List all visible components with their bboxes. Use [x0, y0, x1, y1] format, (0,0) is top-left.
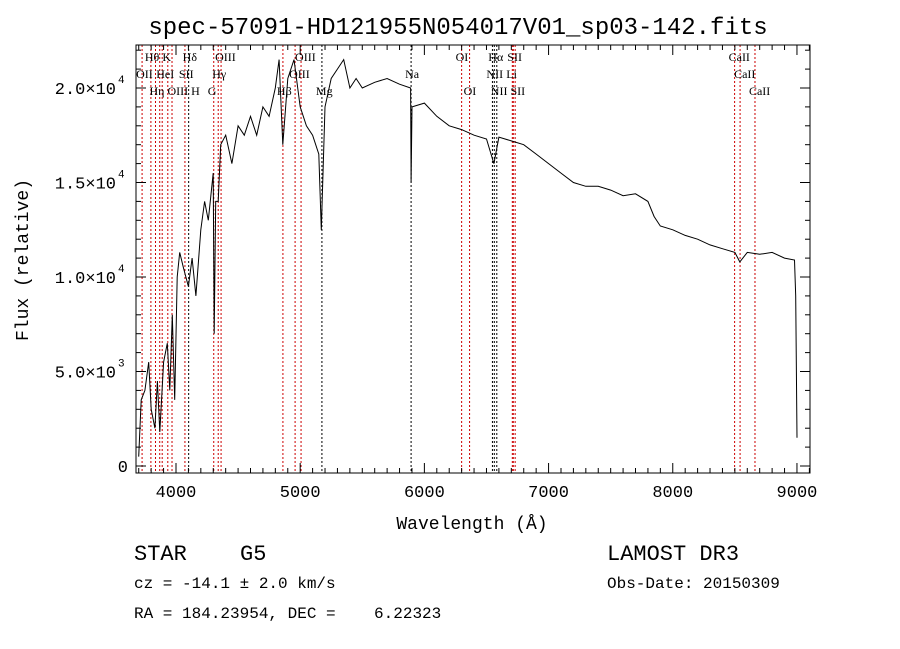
- y-tick-label: 1.0×10: [55, 270, 116, 289]
- y-tick-label: 5.0×10: [55, 365, 116, 384]
- object-subclass: G5: [240, 542, 266, 567]
- x-tick-label: 8000: [652, 484, 693, 503]
- line-marker-label: NII: [486, 67, 503, 81]
- line-marker-label: OIII: [295, 50, 316, 64]
- x-tick-label: 7000: [528, 484, 569, 503]
- line-marker-label: Mg: [316, 84, 333, 98]
- radec-text: RA = 184.23954, DEC = 6.22323: [134, 605, 441, 623]
- line-marker-label: SII: [507, 50, 522, 64]
- line-marker-label: H: [191, 84, 200, 98]
- y-tick-label: 1.5×10: [55, 176, 116, 195]
- object-class: STAR: [134, 542, 187, 567]
- spectrum-line: [138, 58, 798, 457]
- x-tick-label: 5000: [280, 484, 321, 503]
- redshift-text: cz = -14.1 ± 2.0 km/s: [134, 575, 336, 593]
- line-marker-label: OII: [136, 67, 153, 81]
- line-marker-label: Hθ: [145, 50, 160, 64]
- x-tick-label: 4000: [156, 484, 197, 503]
- line-marker-label: OIII: [215, 50, 236, 64]
- line-marker-label: G: [208, 84, 217, 98]
- y-tick-label: 0: [118, 459, 128, 478]
- x-tick-label: 6000: [404, 484, 445, 503]
- line-marker-label: OI: [464, 84, 477, 98]
- line-marker-label: CaII: [734, 67, 755, 81]
- line-marker-label: SII: [510, 84, 525, 98]
- line-marker-label: CaII: [729, 50, 750, 64]
- line-marker-label: Li: [506, 67, 517, 81]
- line-marker-label: OIII: [167, 84, 188, 98]
- line-marker-label: OI: [456, 50, 469, 64]
- line-marker-label: OIII: [289, 67, 310, 81]
- line-marker-label: Na: [405, 67, 420, 81]
- line-marker-label: SII: [179, 67, 194, 81]
- obs-date: Obs-Date: 20150309: [607, 575, 780, 593]
- y-tick-exponent: 3: [118, 359, 125, 371]
- y-tick-label: 2.0×10: [55, 81, 116, 100]
- line-marker-label: Hβ: [277, 84, 292, 98]
- x-tick-label: 9000: [777, 484, 818, 503]
- line-marker-label: NII: [491, 84, 508, 98]
- line-marker-label: K: [162, 50, 171, 64]
- plot-frame: [135, 44, 811, 474]
- chart-title: spec-57091-HD121955N054017V01_sp03-142.f…: [148, 15, 767, 42]
- survey-label: LAMOST DR3: [607, 542, 739, 567]
- y-axis-label: Flux (relative): [14, 179, 34, 341]
- line-marker-label: Hη: [149, 84, 164, 98]
- line-marker-label: Hα: [488, 50, 504, 64]
- line-marker-label: Hδ: [183, 50, 198, 64]
- y-tick-exponent: 4: [118, 75, 125, 87]
- y-tick-exponent: 4: [118, 264, 125, 276]
- x-axis-label: Wavelength (Å): [396, 514, 547, 535]
- line-marker-label: CaII: [749, 84, 770, 98]
- line-marker-label: Hγ: [212, 67, 227, 81]
- line-marker-label: HeI: [156, 67, 174, 81]
- y-tick-exponent: 4: [118, 170, 125, 182]
